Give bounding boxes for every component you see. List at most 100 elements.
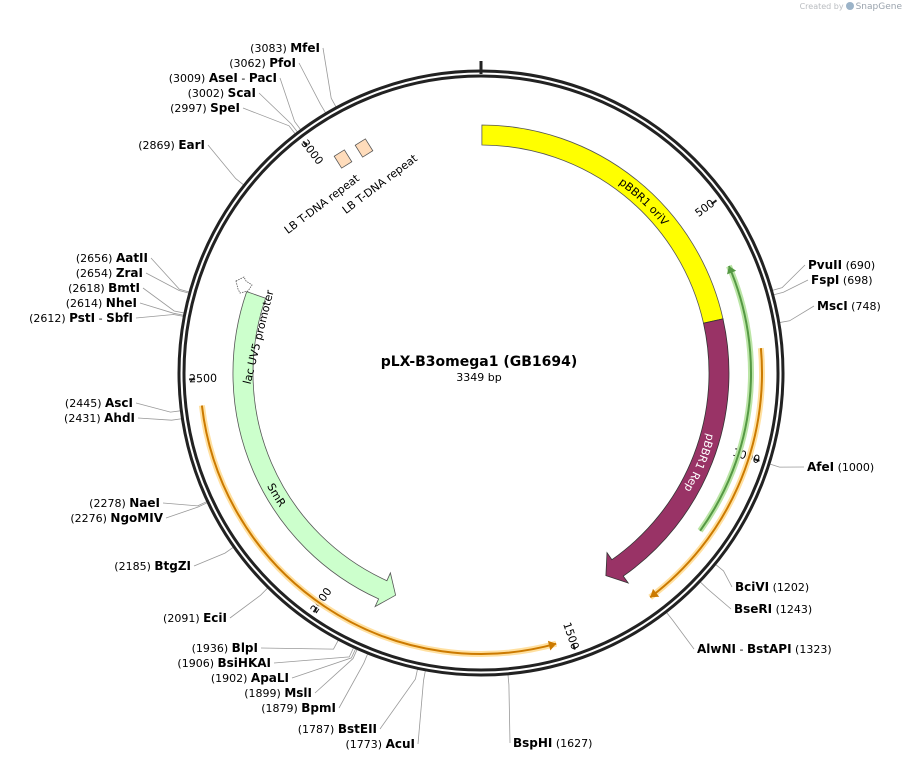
enzyme-asei[interactable]: (3009) AseI - PacI: [169, 71, 277, 85]
enzyme-pvuii[interactable]: PvuII (690): [808, 258, 875, 272]
enzyme-name: ScaI: [228, 86, 256, 100]
enzyme-zrai[interactable]: (2654) ZraI: [76, 266, 143, 280]
enzyme-leader: [242, 107, 297, 135]
enzyme-label: (1879) BpmI: [261, 701, 336, 715]
enzyme-pos: (2431): [64, 412, 104, 425]
enzyme-name-2: PacI: [249, 71, 277, 85]
enzyme-pos: (3062): [229, 57, 269, 70]
enzyme-bsphi[interactable]: BspHI (1627): [513, 736, 592, 750]
enzyme-eari[interactable]: (2869) EarI: [138, 138, 205, 152]
enzyme-pos: (2997): [170, 102, 210, 115]
enzyme-apali[interactable]: (1902) ApaLI: [211, 671, 289, 685]
enzyme-aatii[interactable]: (2656) AatII: [76, 251, 148, 265]
enzyme-name: PfoI: [269, 56, 296, 70]
enzyme-label: MscI (748): [817, 299, 881, 313]
enzyme-bsihkai[interactable]: (1906) BsiHKAI: [177, 656, 271, 670]
enzyme-bpmi[interactable]: (1879) BpmI: [261, 701, 336, 715]
enzyme-msci[interactable]: MscI (748): [817, 299, 881, 313]
enzyme-label: (2654) ZraI: [76, 266, 143, 280]
orf-arc[interactable]: [649, 348, 763, 599]
credit-brand: SnapGene: [855, 2, 902, 12]
enzyme-alwni[interactable]: AlwNI - BstAPI (1323): [697, 642, 832, 656]
enzyme-label: (2445) AscI: [65, 396, 133, 410]
enzyme-label: (3009) AseI - PacI: [169, 71, 277, 85]
enzyme-label: (2618) BmtI: [68, 281, 140, 295]
enzyme-scai[interactable]: (3002) ScaI: [188, 86, 256, 100]
enzyme-mfei[interactable]: (3083) MfeI: [250, 41, 320, 55]
enzyme-afei[interactable]: AfeI (1000): [807, 460, 874, 474]
enzyme-bsteii[interactable]: (1787) BstEII: [298, 722, 377, 736]
enzyme-leader: [229, 587, 269, 619]
enzyme-asci[interactable]: (2445) AscI: [65, 396, 133, 410]
enzyme-bcivi[interactable]: BciVI (1202): [735, 580, 809, 594]
enzyme-label: (2997) SpeI: [170, 101, 240, 115]
enzyme-name-2: SbfI: [106, 311, 133, 325]
bp-tick-1000: [753, 458, 760, 462]
enzyme-pos: (1243): [772, 603, 812, 616]
enzyme-ahdi[interactable]: (2431) AhdI: [64, 411, 135, 425]
enzyme-leader: [768, 463, 805, 468]
enzyme-name: BpmI: [301, 701, 336, 715]
orf-arrowhead: [727, 266, 737, 275]
plasmid-size: 3349 bp: [456, 371, 501, 384]
enzyme-blpi[interactable]: (1936) BlpI: [192, 641, 258, 655]
enzyme-pos: (1202): [769, 581, 809, 594]
enzyme-name: FspI: [811, 273, 839, 287]
enzyme-pos: (2276): [70, 512, 110, 525]
enzyme-leader: [135, 402, 182, 413]
enzyme-msli[interactable]: (1899) MslI: [244, 686, 312, 700]
enzyme-leader: [714, 563, 733, 588]
enzyme-pos: (2091): [163, 612, 203, 625]
enzyme-pos: (698): [839, 274, 872, 287]
enzyme-leader: [507, 673, 511, 744]
enzyme-naei[interactable]: (2278) NaeI: [89, 496, 160, 510]
enzyme-bseri[interactable]: BseRI (1243): [734, 602, 812, 616]
enzyme-pfoi[interactable]: (3062) PfoI: [229, 56, 296, 70]
feature-lb-tdna-repeat-2[interactable]: [354, 138, 374, 158]
enzyme-pos: (1627): [552, 737, 592, 750]
enzyme-label: (1899) MslI: [244, 686, 312, 700]
enzyme-name: AlwNI: [697, 642, 736, 656]
enzyme-name: BlpI: [232, 641, 258, 655]
feature-lb-tdna-repeat-1[interactable]: [333, 149, 353, 169]
enzyme-bmti[interactable]: (2618) BmtI: [68, 281, 140, 295]
enzyme-label: (2278) NaeI: [89, 496, 160, 510]
enzyme-leader: [207, 144, 245, 186]
feature-label-pbbr1-oriv: pBBR1 oriV: [617, 175, 672, 228]
orf-arrowhead: [650, 588, 660, 598]
enzyme-name: MscI: [817, 299, 848, 313]
feature-pbbr1-oriv[interactable]: [481, 124, 724, 324]
enzyme-acui[interactable]: (1773) AcuI: [346, 737, 416, 751]
enzyme-label: BciVI (1202): [735, 580, 809, 594]
credit: Created by SnapGene: [800, 2, 902, 12]
enzyme-label: FspI (698): [811, 273, 872, 287]
enzyme-ngomiv[interactable]: (2276) NgoMIV: [70, 511, 163, 525]
enzyme-psti[interactable]: (2612) PstI - SbfI: [29, 311, 133, 325]
feature-lac-uv5-promoter[interactable]: [235, 276, 253, 294]
orf-arc[interactable]: [200, 405, 557, 655]
bp-tick-500: [711, 199, 718, 205]
enzyme-nhei[interactable]: (2614) NheI: [66, 296, 137, 310]
feature-smr[interactable]: [232, 291, 397, 608]
orf-arc[interactable]: [699, 265, 752, 532]
enzyme-fspi[interactable]: FspI (698): [811, 273, 872, 287]
enzyme-spei[interactable]: (2997) SpeI: [170, 101, 240, 115]
feature-pbbr1-rep[interactable]: [605, 318, 730, 584]
enzyme-label: (3002) ScaI: [188, 86, 256, 100]
enzyme-name: AatII: [116, 251, 148, 265]
enzyme-leader: [665, 611, 695, 650]
enzyme-ecii[interactable]: (2091) EciI: [163, 611, 227, 625]
enzyme-pos: (690): [842, 259, 875, 272]
map-center: pLX-B3omega1 (GB1694) 3349 bp: [381, 354, 578, 384]
enzyme-name: BtgZI: [154, 559, 191, 573]
bp-tick-1500: [572, 643, 576, 650]
enzyme-btgzi[interactable]: (2185) BtgZI: [114, 559, 191, 573]
enzyme-pos: (2278): [89, 497, 129, 510]
enzyme-pos: (1906): [177, 657, 217, 670]
enzyme-leader: [279, 77, 302, 131]
enzyme-pos: (2869): [138, 139, 178, 152]
enzyme-sep: -: [238, 72, 249, 85]
enzyme-name: NaeI: [129, 496, 160, 510]
enzyme-pos: (2656): [76, 252, 116, 265]
bp-tick-3000: [302, 140, 308, 147]
